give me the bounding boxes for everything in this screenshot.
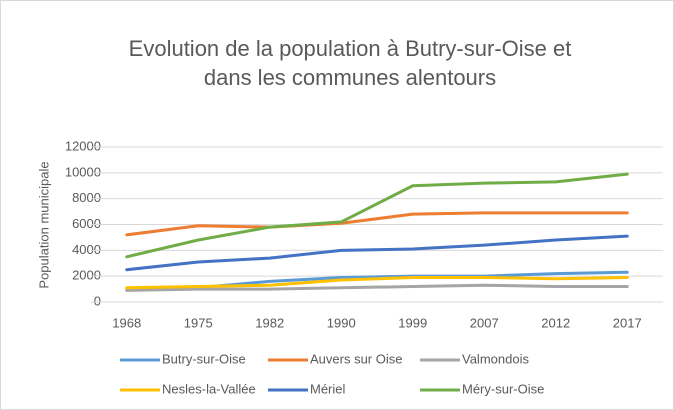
chart-title: dans les communes alentours — [204, 65, 496, 90]
y-tick-label: 6000 — [72, 216, 101, 231]
legend-label: Valmondois — [462, 351, 529, 366]
data-line — [125, 172, 629, 259]
x-tick-label: 2017 — [613, 315, 642, 330]
x-tick-label: 1982 — [255, 315, 284, 330]
data-line — [125, 283, 629, 292]
x-tick-label: 1975 — [184, 315, 213, 330]
legend-label: Méry-sur-Oise — [462, 381, 544, 396]
chart-title: Evolution de la population à Butry-sur-O… — [129, 36, 572, 61]
x-tick-label: 2007 — [470, 315, 499, 330]
data-line — [125, 211, 629, 237]
x-tick-label: 1990 — [327, 315, 356, 330]
y-tick-label: 0 — [94, 293, 101, 308]
y-tick-label: 10000 — [65, 164, 101, 179]
y-axis-title: Population municipale — [36, 161, 51, 288]
y-tick-label: 12000 — [65, 138, 101, 153]
data-line — [125, 275, 629, 290]
data-line — [125, 234, 629, 272]
x-tick-label: 1999 — [398, 315, 427, 330]
y-tick-label: 4000 — [72, 242, 101, 257]
legend-label: Mériel — [310, 381, 346, 396]
legend-label: Auvers sur Oise — [310, 351, 402, 366]
legend-label: Nesles-la-Vallée — [162, 381, 256, 396]
y-tick-label: 2000 — [72, 268, 101, 283]
y-tick-label: 8000 — [72, 190, 101, 205]
x-tick-label: 2012 — [541, 315, 570, 330]
x-tick-label: 1968 — [112, 315, 141, 330]
legend-label: Butry-sur-Oise — [162, 351, 246, 366]
